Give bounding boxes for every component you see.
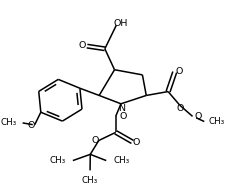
Text: CH₃: CH₃ [208, 117, 224, 126]
Text: CH₃: CH₃ [0, 117, 16, 127]
Text: O: O [175, 67, 182, 76]
Text: O: O [79, 41, 86, 50]
Text: O: O [119, 112, 126, 121]
Text: N: N [118, 104, 125, 113]
Text: O: O [91, 136, 98, 145]
Text: CH₃: CH₃ [82, 176, 98, 185]
Text: CH₃: CH₃ [113, 156, 129, 165]
Text: O: O [27, 121, 35, 130]
Text: O: O [132, 138, 140, 147]
Text: CH₃: CH₃ [49, 156, 65, 165]
Text: O: O [194, 112, 201, 121]
Text: OH: OH [113, 19, 127, 28]
Text: O: O [176, 105, 184, 113]
